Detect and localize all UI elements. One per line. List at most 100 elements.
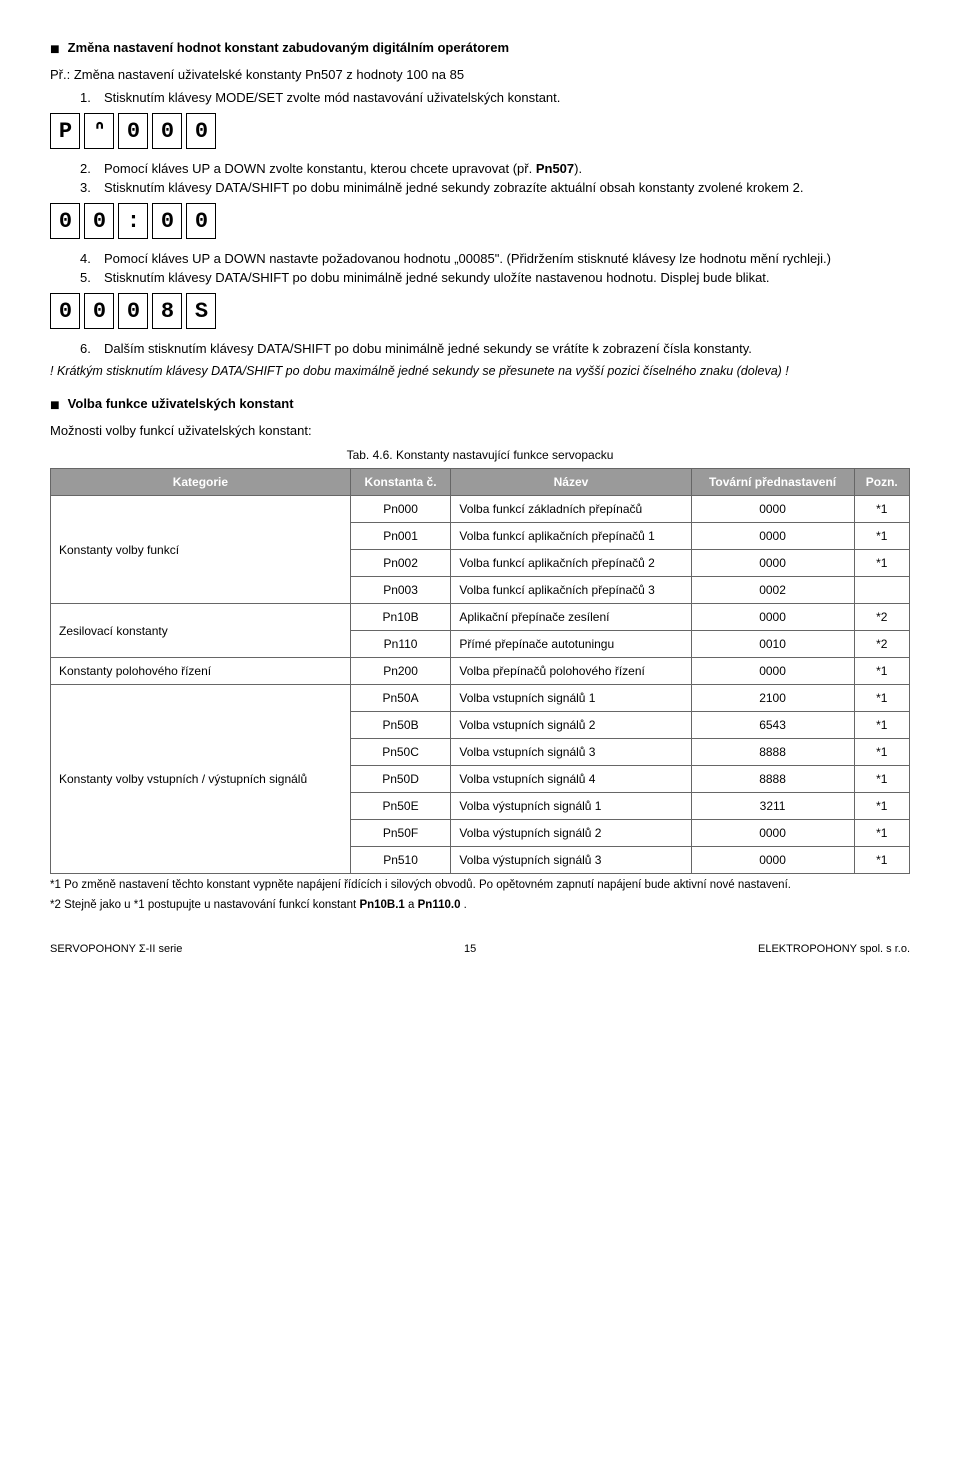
cell-default: 0000: [691, 604, 854, 631]
cell-const-code: Pn50A: [350, 685, 451, 712]
cell-name: Volba funkcí aplikačních přepínačů 2: [451, 550, 691, 577]
cell-default: 0000: [691, 523, 854, 550]
table-footnote-1: *1 Po změně nastavení těchto konstant vy…: [50, 878, 910, 894]
heading-2-sub: Možnosti volby funkcí uživatelských kons…: [50, 423, 910, 438]
cell-default: 8888: [691, 739, 854, 766]
cell-note: *1: [854, 658, 909, 685]
tfoot2-b: Pn10B.1: [359, 899, 404, 911]
cell-note: *2: [854, 631, 909, 658]
cell-const-code: Pn50D: [350, 766, 451, 793]
table-footnote-2: *2 Stejně jako u *1 postupujte u nastavo…: [50, 898, 910, 914]
tfoot2-a: *2 Stejně jako u *1 postupujte u nastavo…: [50, 899, 359, 911]
th-category: Kategorie: [51, 469, 351, 496]
cell-category: Konstanty volby funkcí: [51, 496, 351, 604]
cell-note: *1: [854, 523, 909, 550]
cell-default: 2100: [691, 685, 854, 712]
step-2-c: ).: [574, 161, 582, 176]
bullet-square-icon: ■: [50, 40, 60, 59]
cell-default: 3211: [691, 793, 854, 820]
cell-default: 8888: [691, 766, 854, 793]
step-4-text: Pomocí kláves UP a DOWN nastavte požadov…: [104, 251, 910, 266]
step-6: 6. Dalším stisknutím klávesy DATA/SHIFT …: [80, 341, 910, 356]
step-6-text: Dalším stisknutím klávesy DATA/SHIFT po …: [104, 341, 910, 356]
cell-note: *2: [854, 604, 909, 631]
table-row: Zesilovací konstantyPn10BAplikační přepí…: [51, 604, 910, 631]
cell-default: 0000: [691, 550, 854, 577]
cell-default: 0010: [691, 631, 854, 658]
cell-note: *1: [854, 496, 909, 523]
table-row: Konstanty polohového řízeníPn200Volba př…: [51, 658, 910, 685]
step-1: 1. Stisknutím klávesy MODE/SET zvolte mó…: [80, 90, 910, 105]
cell-note: *1: [854, 820, 909, 847]
cell-const-code: Pn200: [350, 658, 451, 685]
cell-const-code: Pn002: [350, 550, 451, 577]
italic-note: ! Krátkým stisknutím klávesy DATA/SHIFT …: [50, 364, 910, 378]
step-3: 3. Stisknutím klávesy DATA/SHIFT po dobu…: [80, 180, 910, 195]
table-row: Konstanty volby vstupních / výstupních s…: [51, 685, 910, 712]
section-heading-2: ■ Volba funkce uživatelských konstant: [50, 396, 910, 415]
seg-cell: 0: [118, 293, 148, 329]
cell-default: 0002: [691, 577, 854, 604]
cell-default: 0000: [691, 496, 854, 523]
table-caption: Tab. 4.6. Konstanty nastavující funkce s…: [50, 448, 910, 462]
seg-cell: 0: [50, 203, 80, 239]
section-heading-1: ■ Změna nastavení hodnot konstant zabudo…: [50, 40, 910, 59]
cell-note: *1: [854, 766, 909, 793]
cell-default: 6543: [691, 712, 854, 739]
th-default: Tovární přednastavení: [691, 469, 854, 496]
step-3-num: 3.: [80, 180, 104, 195]
cell-const-code: Pn510: [350, 847, 451, 874]
bullet-square-icon: ■: [50, 396, 60, 415]
step-2: 2. Pomocí kláves UP a DOWN zvolte konsta…: [80, 161, 910, 176]
display-3: 0 0 0 8 S: [50, 293, 910, 329]
step-1-text: Stisknutím klávesy MODE/SET zvolte mód n…: [104, 90, 910, 105]
seg-cell: 0: [186, 113, 216, 149]
cell-const-code: Pn000: [350, 496, 451, 523]
tfoot2-c: a: [405, 899, 418, 911]
constants-table: Kategorie Konstanta č. Název Tovární pře…: [50, 468, 910, 874]
tfoot2-e: .: [460, 899, 466, 911]
seg-cell: 0: [152, 113, 182, 149]
seg-cell: 8: [152, 293, 182, 329]
step-6-num: 6.: [80, 341, 104, 356]
cell-default: 0000: [691, 847, 854, 874]
seg-cell: 0: [50, 293, 80, 329]
display-2: 0 0 : 0 0: [50, 203, 910, 239]
step-5-num: 5.: [80, 270, 104, 285]
footer-page-number: 15: [464, 943, 476, 955]
seg-cell: 0: [118, 113, 148, 149]
example-line: Př.: Změna nastavení uživatelské konstan…: [50, 67, 910, 82]
cell-note: *1: [854, 712, 909, 739]
cell-note: [854, 577, 909, 604]
step-5: 5. Stisknutím klávesy DATA/SHIFT po dobu…: [80, 270, 910, 285]
cell-const-code: Pn50E: [350, 793, 451, 820]
page-footer: SERVOPOHONY Σ-II serie 15 ELEKTROPOHONY …: [50, 943, 910, 955]
th-name: Název: [451, 469, 691, 496]
cell-name: Volba výstupních signálů 3: [451, 847, 691, 874]
cell-name: Volba přepínačů polohového řízení: [451, 658, 691, 685]
seg-cell: :: [118, 203, 148, 239]
example-label: Př.:: [50, 67, 70, 82]
seg-cell: 0: [186, 203, 216, 239]
seg-cell: ᐢ: [84, 113, 114, 149]
cell-const-code: Pn50B: [350, 712, 451, 739]
cell-default: 0000: [691, 658, 854, 685]
step-5-text: Stisknutím klávesy DATA/SHIFT po dobu mi…: [104, 270, 910, 285]
step-4-num: 4.: [80, 251, 104, 266]
seg-cell: 0: [84, 293, 114, 329]
step-4: 4. Pomocí kláves UP a DOWN nastavte poža…: [80, 251, 910, 266]
cell-note: *1: [854, 793, 909, 820]
heading-2-text: Volba funkce uživatelských konstant: [68, 396, 294, 411]
cell-const-code: Pn003: [350, 577, 451, 604]
cell-note: *1: [854, 685, 909, 712]
step-2-num: 2.: [80, 161, 104, 176]
seg-cell: P: [50, 113, 80, 149]
heading-1-text: Změna nastavení hodnot konstant zabudova…: [68, 40, 509, 55]
cell-const-code: Pn10B: [350, 604, 451, 631]
cell-category: Zesilovací konstanty: [51, 604, 351, 658]
cell-const-code: Pn001: [350, 523, 451, 550]
cell-category: Konstanty volby vstupních / výstupních s…: [51, 685, 351, 874]
cell-name: Volba funkcí aplikačních přepínačů 3: [451, 577, 691, 604]
cell-name: Volba vstupních signálů 3: [451, 739, 691, 766]
seg-cell: S: [186, 293, 216, 329]
